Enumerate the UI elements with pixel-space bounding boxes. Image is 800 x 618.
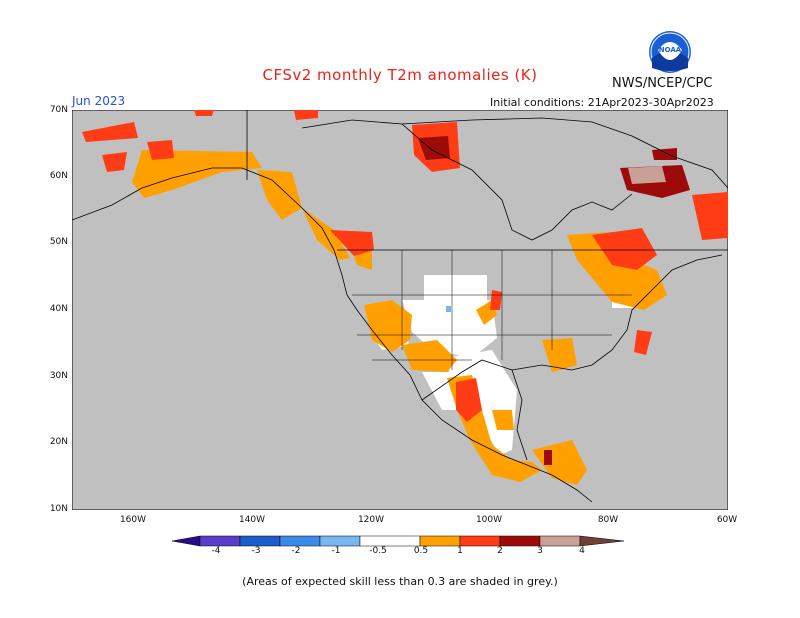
anomaly-map	[72, 110, 728, 510]
lat-label: 60N	[49, 171, 68, 181]
colorbar	[172, 535, 625, 547]
footnote: (Areas of expected skill less than 0.3 a…	[242, 575, 558, 588]
colorbar-label: 1	[457, 546, 463, 556]
colorbar-label: -0.5	[369, 546, 387, 556]
agency-label: NWS/NCEP/CPC	[612, 76, 713, 91]
extreme-warm-areas	[628, 166, 666, 184]
lon-label: 80W	[597, 515, 619, 525]
lon-label: 100W	[475, 515, 503, 525]
chart-title: CFSv2 monthly T2m anomalies (K)	[262, 66, 538, 84]
colorbar-label: 4	[579, 546, 585, 556]
colorbar-swatch	[239, 535, 281, 547]
colorbar-swatch	[459, 535, 501, 547]
colorbar-label: -4	[211, 546, 221, 556]
lat-label: 10N	[49, 504, 68, 514]
coastlines	[72, 110, 728, 503]
noaa-logo: NOAA	[649, 31, 691, 73]
lon-label: 160W	[119, 515, 147, 525]
colorbar-label: 0.5	[413, 546, 429, 556]
lat-label: 70N	[49, 105, 68, 115]
colorbar-label: -3	[251, 546, 261, 556]
lat-label: 20N	[49, 437, 68, 447]
lon-label: 60W	[716, 515, 738, 525]
colorbar-label: -1	[331, 546, 341, 556]
colorbar-swatch	[319, 535, 361, 547]
lon-label: 140W	[238, 515, 266, 525]
initial-conditions: Initial conditions: 21Apr2023-30Apr2023	[490, 96, 714, 109]
colorbar-low-arrow	[172, 535, 201, 547]
colorbar-swatch	[279, 535, 321, 547]
logo-text: NOAA	[659, 46, 682, 54]
lat-label: 40N	[49, 304, 68, 314]
lat-label: 30N	[49, 371, 68, 381]
colorbar-swatch	[499, 535, 541, 547]
colorbar-swatch	[199, 535, 241, 547]
colorbar-swatch	[539, 535, 581, 547]
colorbar-high-arrow	[579, 535, 625, 547]
lon-label: 120W	[357, 515, 385, 525]
colorbar-label: -2	[291, 546, 301, 556]
state-borders	[352, 250, 632, 370]
strong-warm-areas	[82, 110, 728, 422]
cool-anomaly-spot	[446, 306, 451, 312]
colorbar-swatch	[419, 535, 461, 547]
colorbar-label: 3	[537, 546, 543, 556]
lat-label: 50N	[49, 237, 68, 247]
colorbar-swatch	[359, 535, 421, 547]
valid-month: Jun 2023	[72, 94, 126, 108]
colorbar-label: 2	[497, 546, 503, 556]
